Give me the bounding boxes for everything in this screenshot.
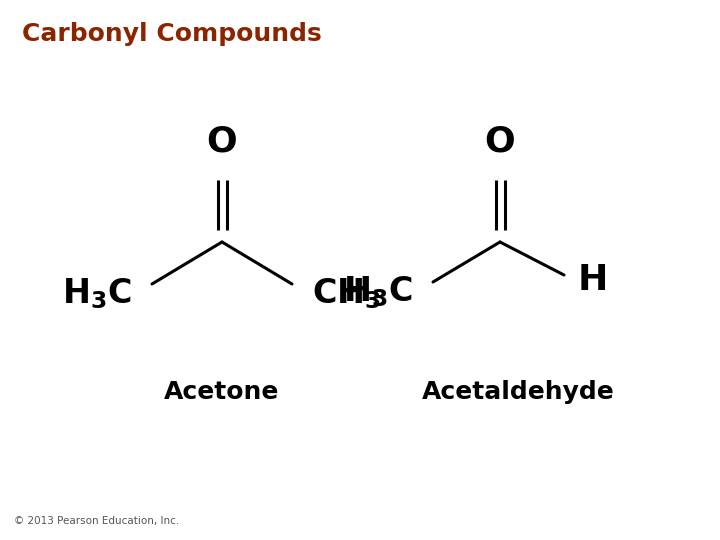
- Text: O: O: [485, 124, 516, 158]
- Text: $\mathbf{H_3C}$: $\mathbf{H_3C}$: [343, 275, 413, 309]
- Text: © 2013 Pearson Education, Inc.: © 2013 Pearson Education, Inc.: [14, 516, 179, 526]
- Text: O: O: [207, 124, 238, 158]
- Text: Carbonyl Compounds: Carbonyl Compounds: [22, 22, 322, 46]
- Text: $\mathbf{CH_3}$: $\mathbf{CH_3}$: [312, 276, 381, 312]
- Text: Acetone: Acetone: [164, 380, 279, 404]
- Text: $\mathbf{H_3C}$: $\mathbf{H_3C}$: [62, 276, 132, 312]
- Text: Acetaldehyde: Acetaldehyde: [422, 380, 614, 404]
- Text: H: H: [578, 263, 608, 297]
